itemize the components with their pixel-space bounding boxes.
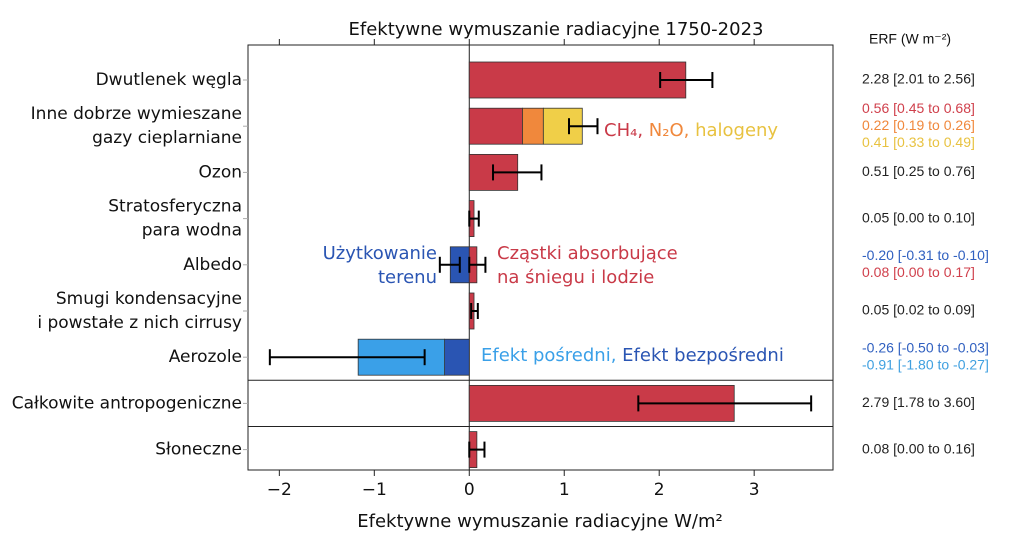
plot-frame [247, 44, 834, 471]
erf-value: 0.05 [0.00 to 0.10] [862, 209, 975, 225]
row-label: Albedo [183, 255, 242, 275]
error-bar [468, 210, 480, 227]
annotation-part: terenu [378, 267, 437, 288]
x-axis-label: Efektywne wymuszanie radiacyjne W/m² [357, 511, 722, 532]
row-label: Smugi kondensacyjne [56, 289, 242, 309]
chart-title: Efektywne wymuszanie radiacyjne 1750-202… [349, 19, 764, 40]
annotation-part: halogeny [695, 120, 778, 141]
erf-value: 0.56 [0.45 to 0.68] [862, 100, 975, 116]
annotation-part: na śniegu i lodzie [497, 267, 654, 288]
erf-value: 0.41 [0.33 to 0.49] [862, 134, 975, 150]
annotation: terenu [378, 267, 437, 288]
bar-segment [444, 338, 470, 376]
erf-header: ERF (W m⁻²) [869, 31, 951, 47]
annotation-part: Użytkowanie [323, 243, 437, 264]
error-bar [492, 164, 543, 181]
x-tick-label: −2 [267, 480, 292, 500]
row-label: Aerozole [169, 347, 242, 367]
x-tick-label: −1 [362, 480, 387, 500]
erf-value: -0.91 [-1.80 to -0.27] [862, 356, 989, 372]
annotation: Użytkowanie [323, 243, 437, 264]
erf-value: 0.08 [0.00 to 0.17] [862, 264, 975, 280]
bar-segment [522, 107, 544, 145]
row-label: Ozon [199, 162, 242, 182]
row-label: Inne dobrze wymieszane [31, 104, 242, 124]
annotation: Cząstki absorbujące [497, 243, 678, 264]
annotation: na śniegu i lodzie [497, 267, 654, 288]
row-label: Dwutlenek węgla [96, 70, 242, 90]
x-tick-label: 1 [559, 480, 570, 500]
annotation-part: Cząstki absorbujące [497, 243, 678, 264]
row-label: i powstałe z nich cirrusy [37, 313, 242, 333]
error-bar [438, 256, 461, 273]
erf-value: -0.20 [-0.31 to -0.10] [862, 247, 989, 263]
annotation: CH₄, N₂O, halogeny [604, 120, 778, 141]
error-bar [468, 441, 486, 458]
annotation-part: N₂O, [649, 120, 695, 141]
erf-value: 0.51 [0.25 to 0.76] [862, 163, 975, 179]
row-label: para wodna [142, 221, 242, 241]
erf-value: 0.05 [0.02 to 0.09] [862, 302, 975, 318]
erf-value: 2.79 [1.78 to 3.60] [862, 394, 975, 410]
error-bar [468, 256, 487, 273]
annotation-part: Efekt bezpośredni [622, 345, 784, 366]
error-bar [637, 395, 813, 412]
x-tick-label: 0 [464, 480, 475, 500]
erf-value: 0.22 [0.19 to 0.26] [862, 117, 975, 133]
annotation-part: Efekt pośredni, [481, 345, 622, 366]
erf-value: -0.26 [-0.50 to -0.03] [862, 339, 989, 355]
error-bar [470, 303, 479, 319]
erf-value: 0.08 [0.00 to 0.16] [862, 440, 975, 456]
bar-segment [468, 107, 523, 145]
annotation: Efekt pośredni, Efekt bezpośredni [481, 345, 784, 366]
row-label: Stratosferyczna [108, 197, 242, 217]
row-label: gazy cieplarniane [92, 128, 242, 148]
error-bar [567, 118, 599, 135]
bar-segment [468, 61, 687, 99]
row-label: Całkowite antropogeniczne [12, 393, 242, 413]
annotation-part: CH₄, [604, 120, 649, 141]
x-tick-label: 2 [654, 480, 665, 500]
erf-value: 2.28 [2.01 to 2.56] [862, 71, 975, 87]
row-label: Słoneczne [155, 440, 242, 460]
x-tick-label: 3 [749, 480, 760, 500]
error-bar [268, 349, 426, 366]
error-bar [659, 72, 714, 88]
